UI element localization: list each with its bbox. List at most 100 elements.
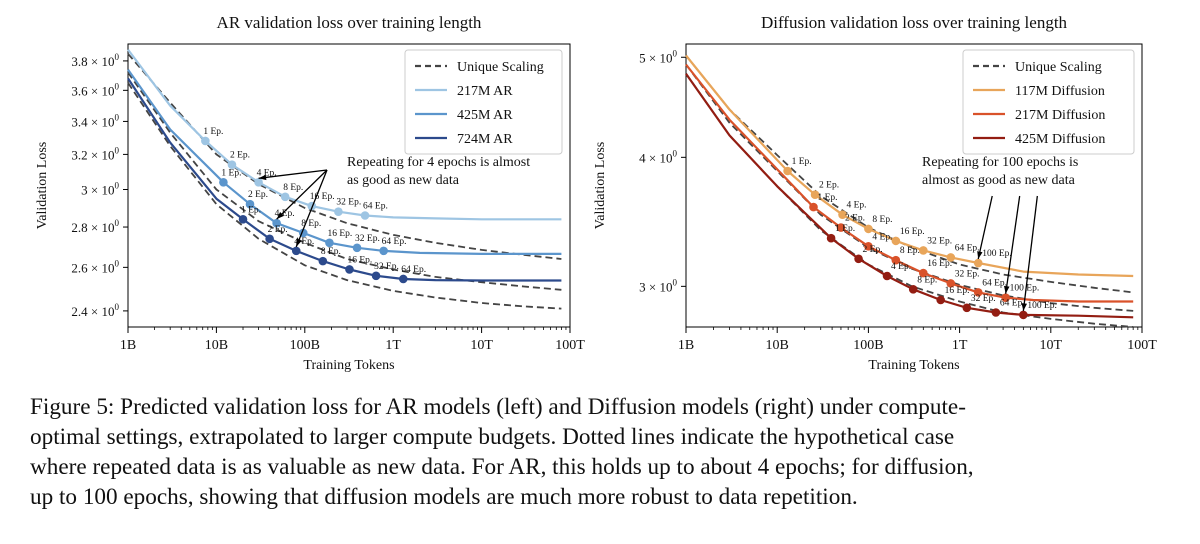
y-tick-label: 2.4 × 100 <box>71 302 119 319</box>
epoch-label: 8 Ep. <box>917 275 937 285</box>
legend-label: 724M AR <box>457 132 513 147</box>
y-tick-label: 3.4 × 100 <box>71 112 119 129</box>
y-tick-label: 4 × 100 <box>639 148 677 165</box>
epoch-marker <box>809 202 818 212</box>
epoch-label: 4 Ep. <box>872 232 892 242</box>
caption-line: up to 100 epochs, showing that diffusion… <box>30 484 858 510</box>
epoch-label: 16 Ep. <box>927 259 952 269</box>
epoch-label: 1 Ep. <box>792 157 812 167</box>
legend-label: 425M Diffusion <box>1015 132 1105 147</box>
epoch-marker <box>345 265 354 274</box>
epoch-marker <box>227 160 237 169</box>
epoch-marker <box>334 207 343 217</box>
legend-label: 217M AR <box>457 84 513 99</box>
y-axis-label: Validation Loss <box>593 142 608 230</box>
y-tick-label: 3 × 100 <box>639 277 677 294</box>
epoch-marker <box>826 233 836 243</box>
epoch-marker <box>838 210 847 219</box>
epoch-label: 16 Ep. <box>900 227 925 237</box>
epoch-label: 2 Ep. <box>863 245 883 255</box>
x-tick-label: 100T <box>555 338 585 353</box>
x-tick-label: 10T <box>1040 338 1063 353</box>
epoch-marker <box>398 274 408 284</box>
figure-charts: AR validation loss over training length T… <box>35 13 1157 373</box>
annotation-arrowhead <box>276 212 284 220</box>
annotation-arrow <box>295 169 328 248</box>
diffusion-loss-chart: Diffusion validation loss over training … <box>593 13 1157 373</box>
legend-label: 425M AR <box>457 108 513 123</box>
epoch-label: 8 Ep. <box>283 183 303 193</box>
x-axis-label: Training Tokens <box>868 358 959 373</box>
epoch-marker <box>219 178 228 187</box>
plot-frame <box>685 43 1143 328</box>
epoch-marker <box>238 215 248 224</box>
epoch-label: 1 Ep. <box>835 224 855 234</box>
annotation-arrowhead <box>1004 285 1010 294</box>
annotation-arrow <box>1022 195 1038 311</box>
x-tick-label: 10B <box>766 338 789 353</box>
x-tick-label: 100T <box>1127 338 1157 353</box>
epoch-marker <box>371 271 381 281</box>
x-tick-label: 10B <box>205 338 228 353</box>
epoch-label: 2 Ep. <box>230 151 250 161</box>
epoch-marker <box>919 246 928 255</box>
y-tick-label: 2.6 × 100 <box>71 258 119 275</box>
epoch-label: 2 Ep. <box>248 190 268 200</box>
epoch-label: 100 Ep. <box>1010 284 1040 294</box>
epoch-marker <box>991 308 1001 317</box>
legend-label: 217M Diffusion <box>1015 108 1105 123</box>
x-tick-label: 10T <box>470 338 493 353</box>
x-tick-label: 1T <box>385 338 401 353</box>
annotation-text: as good as new data <box>347 173 460 188</box>
epoch-marker <box>908 285 918 294</box>
epoch-marker <box>280 192 290 202</box>
epoch-marker <box>854 254 863 264</box>
figure-caption: Figure 5: Predicted validation loss for … <box>30 392 1180 512</box>
legend-box <box>404 49 563 155</box>
epoch-marker <box>254 178 263 187</box>
epoch-label: 1 Ep. <box>817 193 837 203</box>
epoch-marker <box>962 303 972 313</box>
epoch-label: 32 Ep. <box>927 236 952 246</box>
y-axis-label: Validation Loss <box>35 142 50 230</box>
epoch-marker <box>360 211 370 220</box>
plot-frame <box>127 43 571 328</box>
unique-scaling-line <box>127 71 562 291</box>
epoch-marker <box>836 223 846 232</box>
caption-line: optimal settings, extrapolated to larger… <box>30 424 955 450</box>
caption-line: Figure 5: Predicted validation loss for … <box>30 394 966 420</box>
epoch-label: 16 Ep. <box>310 192 335 202</box>
ar-loss-chart: AR validation loss over training length T… <box>35 13 585 373</box>
epoch-marker <box>973 288 983 297</box>
epoch-label: 32 Ep. <box>374 262 399 272</box>
legend-label: Unique Scaling <box>457 60 544 75</box>
annotation-arrow <box>276 169 328 220</box>
x-tick-label: 100B <box>290 338 320 353</box>
epoch-label: 100 Ep. <box>1027 301 1057 311</box>
epoch-label: 1 Ep. <box>221 168 241 178</box>
epoch-marker <box>1001 293 1010 302</box>
epoch-marker <box>272 218 281 228</box>
annotation-text: Repeating for 100 epochs is <box>922 155 1078 170</box>
epoch-label: 4 Ep. <box>846 201 866 211</box>
epoch-label: 1 Ep. <box>203 127 223 137</box>
epoch-label: 2 Ep. <box>845 214 865 224</box>
epoch-label: 16 Ep. <box>945 286 970 296</box>
annotation-arrow <box>1005 195 1021 294</box>
y-tick-label: 3 × 100 <box>81 181 119 198</box>
caption-line: where repeated data is as valuable as ne… <box>30 454 974 480</box>
epoch-marker <box>379 246 388 256</box>
epoch-label: 64 Ep. <box>363 202 388 212</box>
epoch-marker <box>318 256 328 266</box>
annotation-arrow <box>258 169 328 179</box>
epoch-label: 64 Ep. <box>382 237 407 247</box>
chart-title: AR validation loss over training length <box>217 13 482 32</box>
annotation-arrowhead <box>296 238 302 247</box>
epoch-label: 16 Ep. <box>327 229 352 239</box>
epoch-label: 2 Ep. <box>819 181 839 191</box>
epoch-label: 8 Ep. <box>900 246 920 256</box>
y-tick-label: 3.6 × 100 <box>71 81 119 98</box>
epoch-marker <box>946 253 956 262</box>
epoch-marker <box>936 295 945 305</box>
epoch-label: 32 Ep. <box>971 294 996 304</box>
